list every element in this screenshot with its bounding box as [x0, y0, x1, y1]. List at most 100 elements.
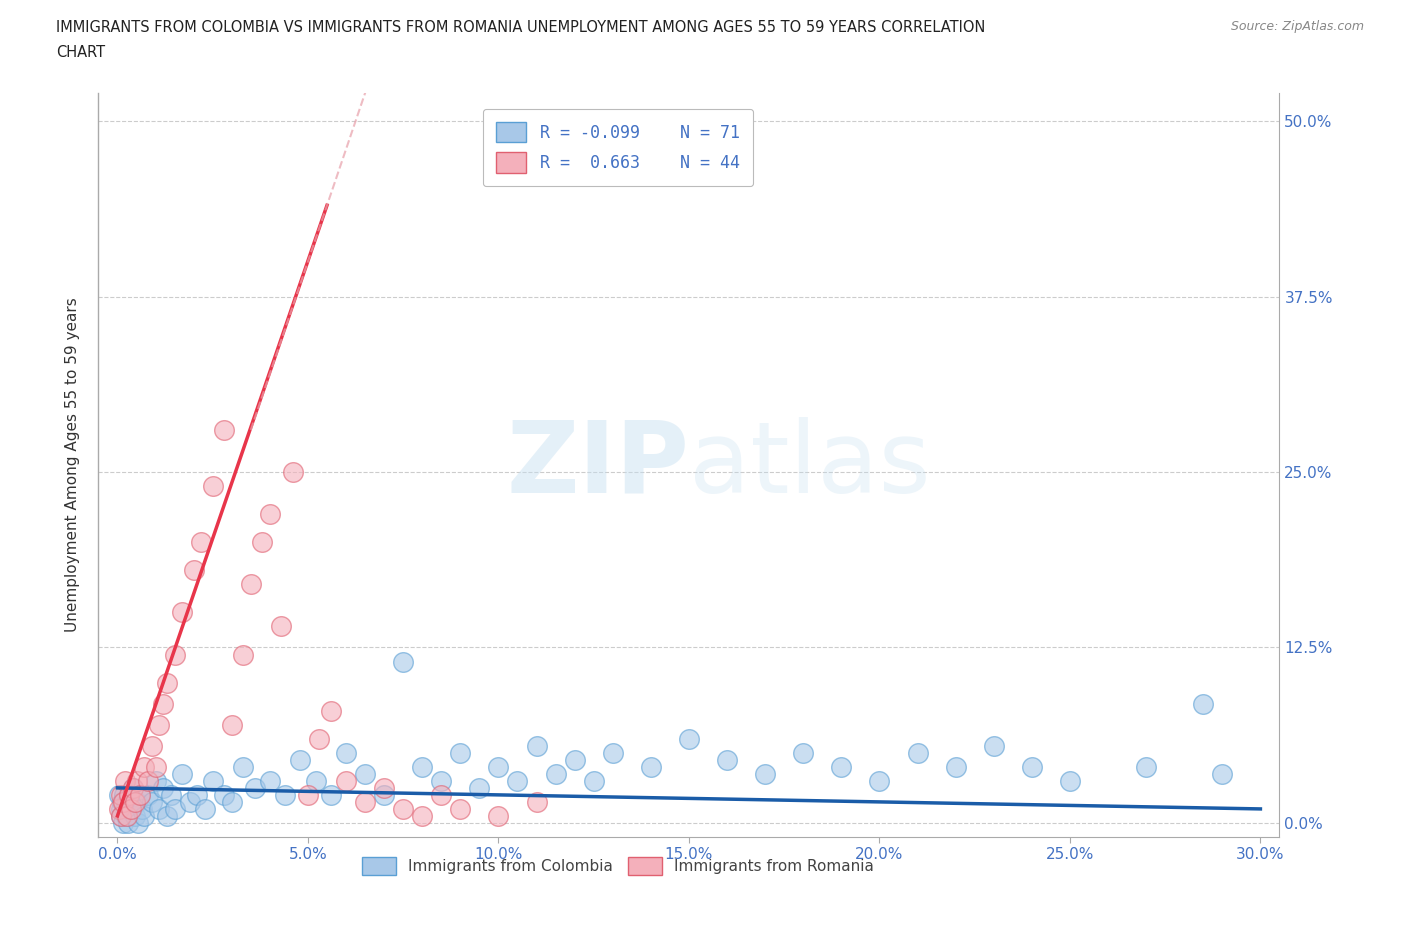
Point — [754, 766, 776, 781]
Point — [354, 766, 377, 781]
Point — [678, 731, 700, 746]
Point — [506, 774, 529, 789]
Point — [274, 788, 297, 803]
Point — [564, 752, 586, 767]
Point — [131, 802, 153, 817]
Point — [232, 760, 254, 775]
Point — [319, 788, 342, 803]
Point — [907, 745, 929, 760]
Point — [411, 760, 433, 775]
Point — [449, 745, 471, 760]
Point — [190, 535, 212, 550]
Point — [194, 802, 217, 817]
Point — [134, 808, 156, 823]
Point — [392, 802, 415, 817]
Text: Source: ZipAtlas.com: Source: ZipAtlas.com — [1230, 20, 1364, 33]
Point — [120, 802, 142, 817]
Point — [373, 788, 395, 803]
Point — [221, 794, 243, 809]
Point — [221, 717, 243, 732]
Point — [117, 816, 139, 830]
Point — [125, 794, 148, 809]
Point — [110, 808, 132, 823]
Point — [1135, 760, 1157, 775]
Text: IMMIGRANTS FROM COLOMBIA VS IMMIGRANTS FROM ROMANIA UNEMPLOYMENT AMONG AGES 55 T: IMMIGRANTS FROM COLOMBIA VS IMMIGRANTS F… — [56, 20, 986, 35]
Point — [124, 794, 146, 809]
Point — [121, 780, 143, 795]
Point — [308, 731, 330, 746]
Point — [108, 802, 131, 817]
Point — [121, 780, 143, 795]
Text: CHART: CHART — [56, 45, 105, 60]
Point — [297, 788, 319, 803]
Point — [544, 766, 567, 781]
Point — [582, 774, 605, 789]
Point — [136, 774, 159, 789]
Point — [118, 788, 141, 803]
Point — [830, 760, 852, 775]
Point — [172, 766, 194, 781]
Point — [354, 794, 377, 809]
Point — [868, 774, 890, 789]
Point — [449, 802, 471, 817]
Point — [110, 802, 132, 817]
Point — [120, 802, 142, 817]
Point — [716, 752, 738, 767]
Point — [335, 745, 357, 760]
Point — [232, 647, 254, 662]
Point — [430, 774, 453, 789]
Point — [488, 808, 510, 823]
Point — [112, 794, 135, 809]
Point — [136, 788, 159, 803]
Point — [281, 465, 304, 480]
Legend: Immigrants from Colombia, Immigrants from Romania: Immigrants from Colombia, Immigrants fro… — [356, 851, 880, 882]
Point — [212, 788, 235, 803]
Point — [392, 654, 415, 669]
Point — [159, 788, 181, 803]
Point — [112, 816, 135, 830]
Point — [792, 745, 814, 760]
Point — [411, 808, 433, 823]
Text: ZIP: ZIP — [506, 417, 689, 513]
Point — [1192, 697, 1215, 711]
Point — [983, 738, 1005, 753]
Point — [118, 788, 141, 803]
Point — [945, 760, 967, 775]
Point — [115, 808, 138, 823]
Point — [335, 774, 357, 789]
Point — [319, 703, 342, 718]
Point — [129, 788, 152, 803]
Point — [1021, 760, 1043, 775]
Point — [114, 802, 136, 817]
Point — [1211, 766, 1233, 781]
Point — [129, 788, 152, 803]
Point — [212, 422, 235, 437]
Point — [640, 760, 662, 775]
Point — [108, 788, 131, 803]
Point — [148, 717, 170, 732]
Point — [148, 802, 170, 817]
Point — [115, 808, 138, 823]
Point — [468, 780, 491, 795]
Text: atlas: atlas — [689, 417, 931, 513]
Point — [304, 774, 326, 789]
Point — [243, 780, 266, 795]
Point — [163, 647, 186, 662]
Point — [145, 760, 167, 775]
Point — [112, 788, 135, 803]
Point — [156, 808, 179, 823]
Point — [110, 808, 132, 823]
Point — [186, 788, 208, 803]
Point — [152, 697, 174, 711]
Point — [259, 774, 281, 789]
Point — [201, 774, 224, 789]
Point — [1059, 774, 1081, 789]
Point — [290, 752, 312, 767]
Point — [127, 816, 149, 830]
Point — [252, 535, 274, 550]
Point — [114, 774, 136, 789]
Point — [373, 780, 395, 795]
Point — [201, 479, 224, 494]
Point — [430, 788, 453, 803]
Point — [134, 760, 156, 775]
